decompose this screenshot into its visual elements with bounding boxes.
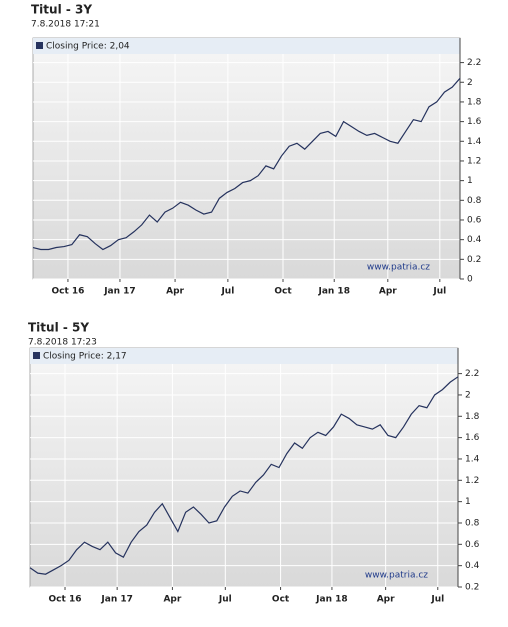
x-tick-label: Jul	[218, 595, 232, 605]
price-line	[29, 376, 459, 575]
watermark: www.patria.cz	[367, 263, 430, 273]
x-tick-label: Oct 16	[51, 287, 84, 297]
legend-label: Closing Price: 2,17	[43, 352, 127, 362]
x-tick-label: Jul	[432, 287, 446, 297]
y-tick-label: 0.2	[467, 255, 481, 265]
y-tick-label: 0	[467, 275, 473, 285]
x-tick-label: Jul	[430, 595, 444, 605]
chart-subtitle: 7.8.2018 17:23	[28, 338, 97, 348]
y-tick-label: 0.4	[465, 561, 480, 571]
chart-title: Titul - 5Y	[28, 321, 89, 335]
chart-subtitle: 7.8.2018 17:21	[31, 20, 100, 30]
x-tick-label: Jan 17	[100, 595, 133, 605]
chart-title: Titul - 3Y	[31, 3, 92, 17]
legend-band	[30, 348, 458, 364]
y-tick-label: 1.6	[467, 117, 482, 127]
y-tick-label: 0.2	[465, 583, 479, 593]
y-tick-label: 0.6	[465, 540, 480, 550]
plot-area	[32, 37, 461, 280]
y-tick-label: 1.4	[467, 137, 482, 147]
plot-area	[29, 347, 459, 588]
watermark: www.patria.cz	[365, 571, 428, 581]
y-tick-label: 1	[465, 497, 471, 507]
legend-swatch	[33, 352, 40, 359]
legend-swatch	[36, 42, 43, 49]
y-tick-label: 2	[465, 390, 471, 400]
x-tick-label: Apr	[163, 595, 181, 605]
y-tick-label: 1.6	[465, 433, 480, 443]
y-tick-label: 0.8	[465, 518, 480, 528]
y-tick-label: 2.2	[465, 369, 479, 379]
y-tick-label: 2.2	[467, 58, 481, 68]
y-tick-label: 1.8	[465, 412, 480, 422]
y-tick-label: 0.6	[467, 215, 482, 225]
x-tick-label: Oct	[272, 595, 290, 605]
y-tick-label: 2	[467, 78, 473, 88]
y-tick-label: 0.4	[467, 235, 482, 245]
x-tick-label: Apr	[166, 287, 184, 297]
x-tick-label: Jul	[220, 287, 234, 297]
x-tick-label: Oct	[274, 287, 292, 297]
legend-label: Closing Price: 2,04	[46, 42, 130, 52]
price-line	[32, 77, 461, 251]
x-tick-label: Jan 18	[315, 595, 348, 605]
y-tick-label: 1.8	[467, 97, 482, 107]
x-tick-label: Jan 17	[103, 287, 136, 297]
legend-band	[33, 38, 460, 54]
y-tick-label: 1.2	[465, 476, 479, 486]
y-tick-label: 0.8	[467, 196, 482, 206]
y-tick-label: 1	[467, 176, 473, 186]
x-tick-label: Oct 16	[49, 595, 82, 605]
x-tick-label: Apr	[379, 287, 397, 297]
x-tick-label: Jan 18	[317, 287, 350, 297]
x-tick-label: Apr	[377, 595, 395, 605]
y-tick-label: 1.2	[467, 156, 481, 166]
y-tick-label: 1.4	[465, 454, 480, 464]
